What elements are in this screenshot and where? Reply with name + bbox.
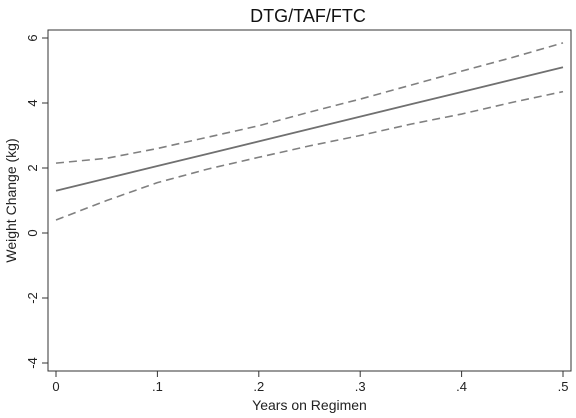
x-tick-label: .1 [152, 379, 163, 394]
y-tick-label: 2 [25, 164, 40, 171]
fit-line [55, 66, 564, 192]
y-axis-title: Weight Change (kg) [3, 138, 19, 262]
y-tick-label: -2 [25, 292, 40, 304]
lower-ci-line [55, 90, 564, 221]
y-tick-label: 0 [25, 229, 40, 236]
upper-ci-line [55, 42, 564, 164]
y-axis: -4 -2 0 2 4 6 [25, 34, 48, 369]
plot-content [55, 42, 564, 221]
chart-title: DTG/TAF/FTC [250, 6, 366, 26]
y-tick-label: 4 [25, 99, 40, 106]
x-axis: 0 .1 .2 .3 .4 .5 [52, 371, 568, 394]
x-tick-label: .5 [558, 379, 569, 394]
x-tick-label: .2 [253, 379, 264, 394]
y-tick-label: 6 [25, 34, 40, 41]
x-axis-title: Years on Regimen [252, 397, 367, 413]
x-tick-label: .3 [355, 379, 366, 394]
x-tick-label: .4 [456, 379, 467, 394]
y-tick-label: -4 [25, 357, 40, 369]
x-tick-label: 0 [52, 379, 59, 394]
plot-frame [47, 29, 572, 372]
